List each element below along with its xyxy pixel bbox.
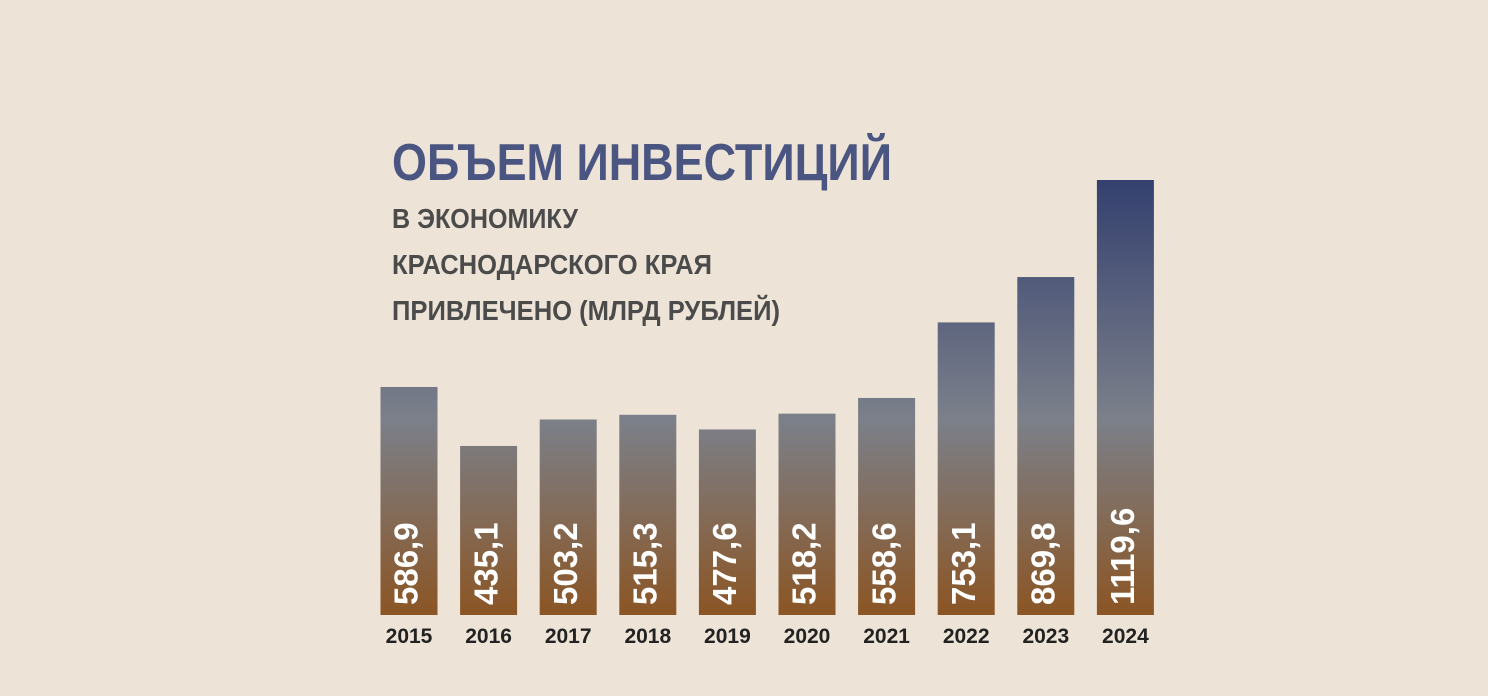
x-tick-label: 2019 [704, 625, 751, 648]
value-label: 435,1 [467, 522, 504, 605]
chart-title: ОБЪЕМ ИНВЕСТИЦИЙ [392, 133, 892, 192]
value-label: 518,2 [786, 522, 823, 605]
x-tick-label: 2017 [545, 625, 592, 648]
bar [778, 413, 836, 615]
x-tick-label: 2015 [386, 625, 433, 648]
value-label: 558,6 [865, 522, 902, 605]
bar [858, 397, 916, 615]
x-tick-label: 2021 [863, 625, 910, 648]
x-tick-label: 2024 [1102, 625, 1149, 648]
value-label: 515,3 [627, 522, 664, 605]
value-label: 753,1 [945, 522, 982, 605]
bar [380, 386, 438, 615]
subtitle: КРАСНОДАРСКОГО КРАЯ [392, 249, 712, 280]
bar [937, 322, 995, 615]
bar [698, 429, 756, 615]
x-tick-label: 2016 [465, 625, 512, 648]
value-label: 869,8 [1025, 522, 1062, 605]
subtitle: ПРИВЛЕЧЕНО (МЛРД РУБЛЕЙ) [392, 294, 780, 326]
bar [460, 445, 518, 615]
bar [539, 419, 597, 615]
x-tick-label: 2022 [943, 625, 990, 648]
x-tick-label: 2018 [624, 625, 671, 648]
value-label: 586,9 [388, 522, 425, 605]
bar [1096, 180, 1154, 615]
x-tick-label: 2020 [784, 625, 831, 648]
value-label: 477,6 [706, 522, 743, 605]
value-label: 503,2 [547, 522, 584, 605]
bar [619, 414, 677, 615]
value-label: 1119,6 [1104, 508, 1141, 605]
subtitle: В ЭКОНОМИКУ [392, 203, 579, 234]
bar [1017, 277, 1075, 615]
x-tick-label: 2023 [1022, 625, 1069, 648]
